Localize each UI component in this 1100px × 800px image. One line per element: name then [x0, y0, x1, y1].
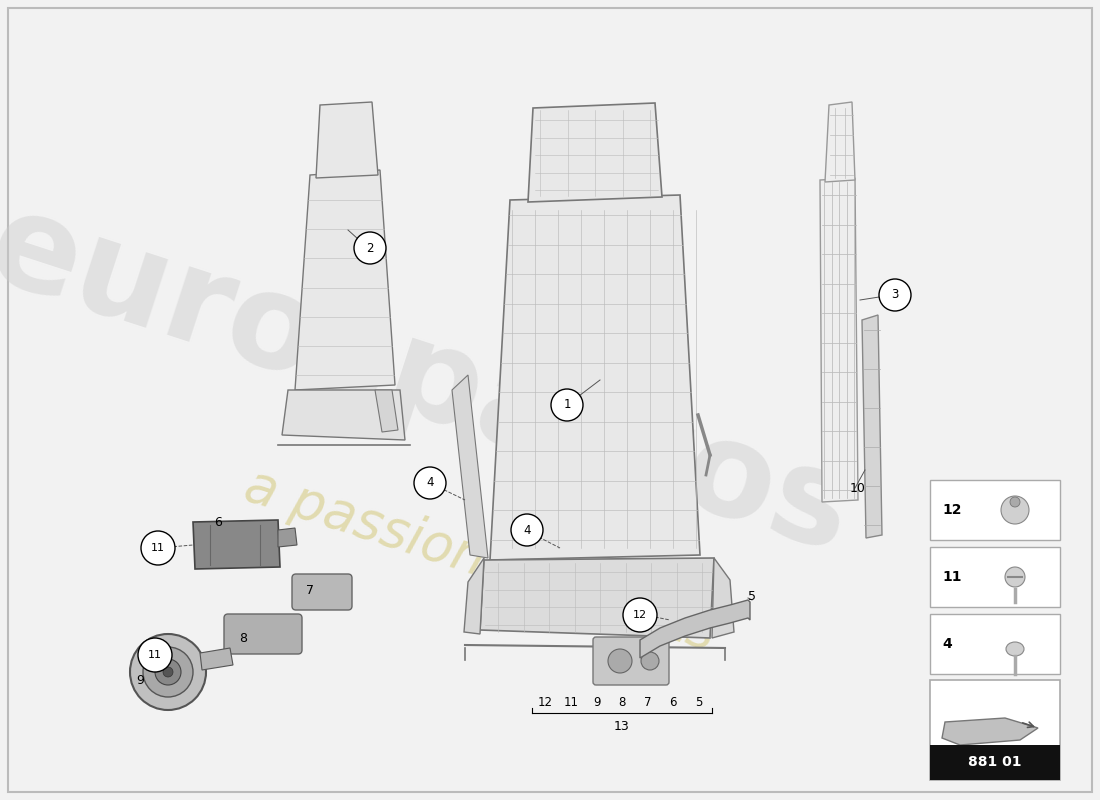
Polygon shape	[862, 315, 882, 538]
Text: 6: 6	[214, 515, 222, 529]
Polygon shape	[480, 558, 714, 638]
Text: 881 01: 881 01	[968, 755, 1022, 770]
Circle shape	[414, 467, 446, 499]
Polygon shape	[316, 102, 378, 178]
Polygon shape	[452, 375, 488, 558]
FancyBboxPatch shape	[930, 547, 1060, 607]
Text: 11: 11	[151, 543, 165, 553]
Text: 5: 5	[695, 697, 703, 710]
Text: 13: 13	[614, 719, 630, 733]
Polygon shape	[640, 600, 750, 658]
Polygon shape	[200, 648, 233, 670]
Circle shape	[623, 598, 657, 632]
FancyBboxPatch shape	[292, 574, 352, 610]
Text: 6: 6	[669, 697, 676, 710]
FancyBboxPatch shape	[930, 614, 1060, 674]
Circle shape	[143, 647, 192, 697]
Text: 12: 12	[632, 610, 647, 620]
Circle shape	[879, 279, 911, 311]
FancyBboxPatch shape	[593, 637, 669, 685]
Circle shape	[163, 667, 173, 677]
Polygon shape	[464, 558, 484, 634]
Text: 8: 8	[239, 631, 248, 645]
Polygon shape	[282, 390, 405, 440]
Circle shape	[641, 652, 659, 670]
Text: 7: 7	[645, 697, 651, 710]
FancyBboxPatch shape	[930, 680, 1060, 780]
Text: 11: 11	[148, 650, 162, 660]
Text: 2: 2	[366, 242, 374, 254]
Circle shape	[141, 531, 175, 565]
Circle shape	[138, 638, 172, 672]
Polygon shape	[490, 195, 700, 560]
Text: 1: 1	[563, 398, 571, 411]
Ellipse shape	[1005, 567, 1025, 587]
Text: 8: 8	[618, 697, 626, 710]
Text: 4: 4	[942, 637, 952, 651]
Polygon shape	[820, 178, 858, 502]
Text: 3: 3	[891, 289, 899, 302]
Text: 4: 4	[524, 523, 530, 537]
Circle shape	[608, 649, 632, 673]
Polygon shape	[295, 170, 395, 390]
Text: 9: 9	[136, 674, 144, 686]
Text: eurospartos: eurospartos	[0, 181, 867, 579]
FancyBboxPatch shape	[930, 480, 1060, 540]
Polygon shape	[278, 528, 297, 547]
Text: 9: 9	[593, 697, 601, 710]
Circle shape	[155, 659, 182, 685]
Polygon shape	[712, 558, 734, 638]
Text: 10: 10	[850, 482, 866, 494]
Circle shape	[1010, 497, 1020, 507]
Text: 12: 12	[538, 697, 552, 710]
Text: 7: 7	[306, 583, 313, 597]
Circle shape	[354, 232, 386, 264]
Text: a passion for parts: a passion for parts	[238, 459, 722, 661]
Text: 5: 5	[748, 590, 756, 602]
Circle shape	[512, 514, 543, 546]
Circle shape	[551, 389, 583, 421]
Circle shape	[130, 634, 206, 710]
Polygon shape	[528, 103, 662, 202]
FancyBboxPatch shape	[930, 745, 1060, 780]
Text: 12: 12	[942, 503, 961, 517]
Polygon shape	[942, 718, 1038, 745]
Polygon shape	[375, 390, 398, 432]
Text: 11: 11	[563, 697, 579, 710]
Circle shape	[1001, 496, 1028, 524]
Text: 11: 11	[942, 570, 961, 584]
Polygon shape	[192, 520, 280, 569]
Text: 4: 4	[427, 477, 433, 490]
Polygon shape	[825, 102, 855, 182]
Ellipse shape	[1006, 642, 1024, 656]
FancyBboxPatch shape	[224, 614, 302, 654]
